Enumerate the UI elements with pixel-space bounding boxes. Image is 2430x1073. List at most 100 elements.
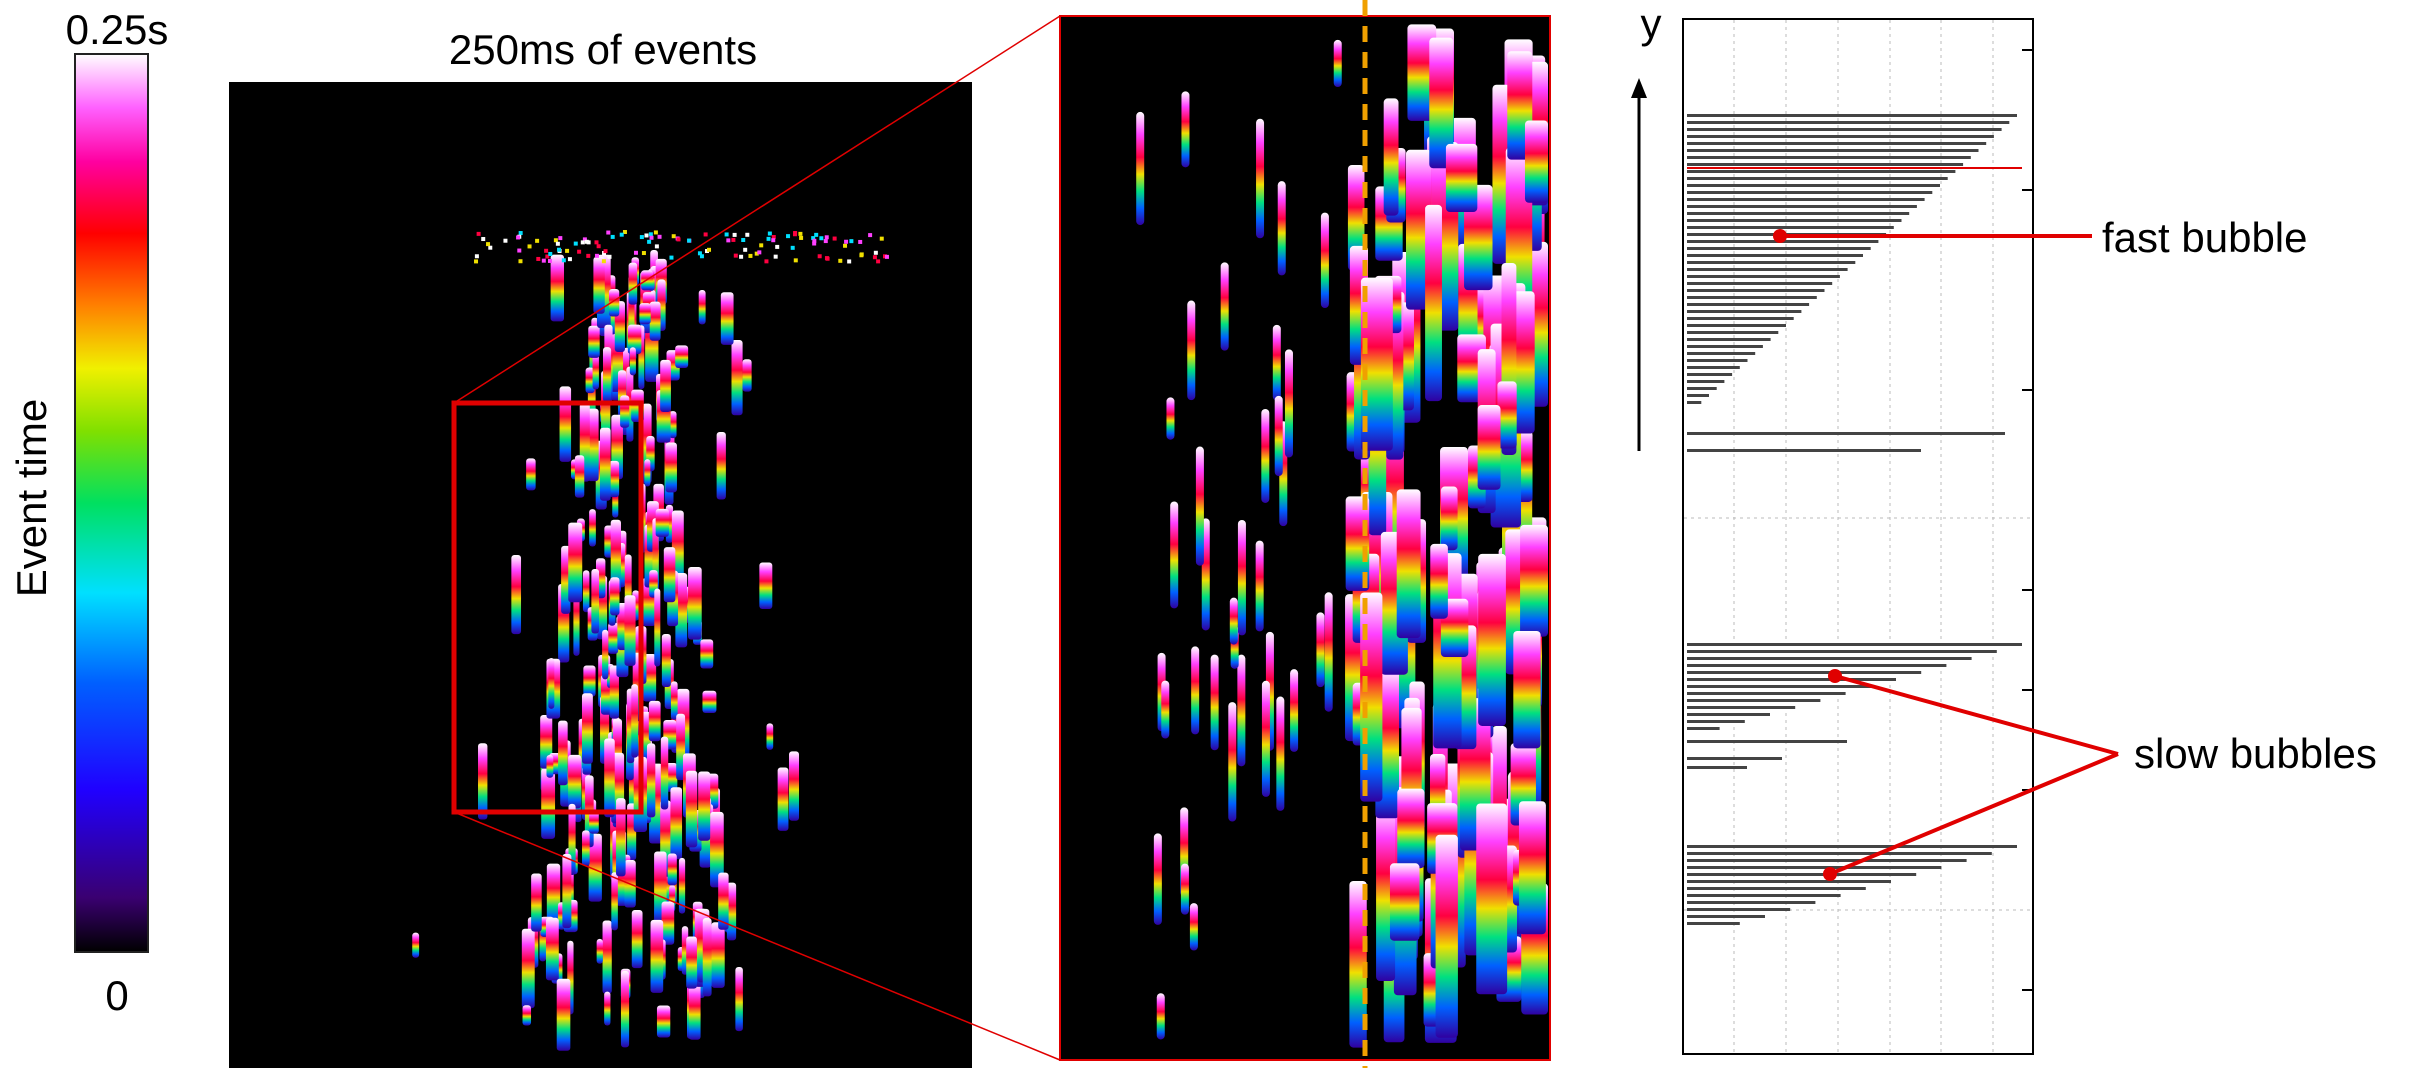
y-arrow-head xyxy=(1631,78,1647,98)
hist-bar xyxy=(1687,338,1771,341)
event-speckle xyxy=(528,244,532,248)
event-speckle xyxy=(793,232,797,236)
event-speckle xyxy=(759,243,763,247)
event-streak xyxy=(1478,554,1506,726)
event-streak xyxy=(558,721,568,786)
event-speckle xyxy=(557,248,561,252)
figure: 0.25s 0 Event time 250ms of events y fas… xyxy=(0,0,2430,1068)
hist-bar xyxy=(1687,205,1917,208)
event-speckle xyxy=(516,235,520,239)
hist-bar xyxy=(1687,373,1732,376)
event-streak xyxy=(711,922,724,988)
event-streak xyxy=(1525,120,1548,202)
event-speckle xyxy=(838,259,842,263)
event-speckle xyxy=(880,237,884,241)
hist-bar xyxy=(1687,359,1748,362)
annotation-dot xyxy=(1823,867,1837,881)
hist-bar xyxy=(1687,401,1701,404)
hist-bar xyxy=(1687,184,1940,187)
event-speckle xyxy=(698,251,702,255)
event-streak xyxy=(721,292,734,345)
hist-bar xyxy=(1687,177,1948,180)
hist-bar xyxy=(1687,727,1720,730)
hist-bar xyxy=(1687,706,1795,709)
colorbar-title: Event time xyxy=(8,399,55,597)
event-streak xyxy=(1170,501,1178,608)
event-streak xyxy=(1261,409,1269,503)
histogram-axis-label: y xyxy=(1641,0,1662,47)
event-streak xyxy=(1273,325,1281,401)
event-streak xyxy=(789,751,799,820)
hist-bar xyxy=(1687,212,1909,215)
event-streak xyxy=(551,255,564,322)
event-speckle xyxy=(687,239,691,243)
event-speckle xyxy=(824,239,828,243)
event-speckle xyxy=(874,251,878,255)
event-streak xyxy=(1430,544,1448,619)
event-speckle xyxy=(655,244,659,248)
event-streak xyxy=(1230,598,1238,645)
event-speckle xyxy=(768,232,772,236)
event-speckle xyxy=(548,252,552,256)
hist-bar xyxy=(1687,170,1955,173)
event-streak xyxy=(1187,301,1195,401)
event-streak xyxy=(630,347,636,375)
event-speckle xyxy=(594,240,598,244)
event-streak xyxy=(702,691,716,713)
event-streak xyxy=(1256,119,1264,238)
event-streak xyxy=(717,432,726,500)
event-speckle xyxy=(764,259,768,263)
hist-bar xyxy=(1687,324,1786,327)
event-speckle xyxy=(825,256,829,260)
colorbar-min-label: 0 xyxy=(105,972,128,1019)
hist-bar xyxy=(1687,766,1747,769)
event-streak xyxy=(735,967,743,1031)
hist-bar xyxy=(1687,678,1896,681)
hist-bar xyxy=(1687,908,1790,911)
event-streak xyxy=(1166,397,1174,439)
event-speckle xyxy=(542,259,546,263)
event-streak xyxy=(1211,655,1219,751)
page: {"colorbar": {"max_label": "0.25s", "min… xyxy=(0,0,2430,1068)
event-streak xyxy=(1181,91,1189,167)
event-speckle xyxy=(517,249,521,253)
hist-bar xyxy=(1687,198,1925,201)
event-speckle xyxy=(597,244,601,248)
hist-bar xyxy=(1687,135,1994,138)
event-speckle xyxy=(585,240,589,244)
event-speckle xyxy=(604,249,608,253)
hist-bar xyxy=(1687,915,1765,918)
event-streak xyxy=(562,854,571,928)
event-streak xyxy=(1397,789,1424,869)
event-streak xyxy=(743,359,752,391)
hist-bar xyxy=(1687,643,2022,646)
event-streak xyxy=(1390,863,1420,940)
hist-bar xyxy=(1687,859,1967,862)
hist-bar xyxy=(1687,866,1941,869)
event-speckle xyxy=(767,237,771,241)
event-speckle xyxy=(868,233,872,237)
event-streak xyxy=(650,302,661,341)
event-speckle xyxy=(741,238,745,242)
event-speckle xyxy=(558,236,562,240)
event-speckle xyxy=(672,234,676,238)
event-speckle xyxy=(611,235,615,239)
event-streak xyxy=(1334,40,1342,87)
event-streak xyxy=(703,918,712,996)
event-streak xyxy=(1238,520,1246,635)
event-streak xyxy=(1157,993,1165,1039)
event-speckle xyxy=(860,252,864,256)
event-streak xyxy=(631,684,638,758)
hist-bar xyxy=(1687,191,1932,194)
event-speckle xyxy=(669,256,673,260)
event-streak xyxy=(1262,681,1270,797)
hist-bar xyxy=(1687,128,2002,131)
event-streak xyxy=(593,257,604,314)
hist-bar xyxy=(1687,219,1902,222)
event-streak xyxy=(1384,98,1399,215)
event-streak xyxy=(686,937,697,989)
event-streak xyxy=(657,1006,670,1038)
hist-bar xyxy=(1687,664,1946,667)
event-speckle xyxy=(644,233,648,237)
event-streak xyxy=(1513,631,1540,748)
